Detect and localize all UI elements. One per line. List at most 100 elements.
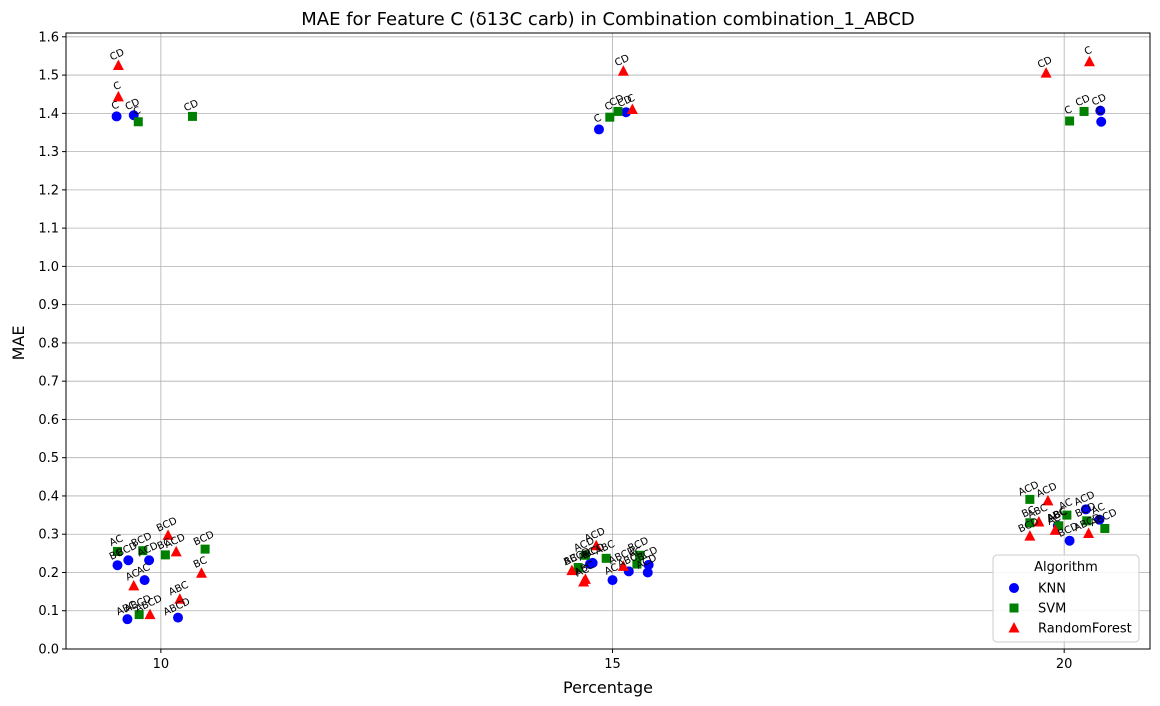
- legend-marker-svm: [1009, 603, 1019, 613]
- svm-point: [187, 111, 197, 121]
- svm-point: [138, 546, 148, 556]
- point-label: BC: [580, 546, 597, 562]
- svm-point: [160, 550, 170, 560]
- svm-point: [605, 112, 615, 122]
- svm-point: [200, 544, 210, 554]
- svm-point: [1082, 516, 1092, 526]
- randomforest-point: [590, 539, 602, 551]
- point-label: C: [110, 100, 121, 113]
- randomforest-point: [1040, 67, 1052, 78]
- point-label: BC: [1020, 505, 1037, 521]
- data-points: [111, 55, 1110, 625]
- y-tick-label: 0.0: [38, 643, 59, 658]
- point-label: C: [112, 80, 123, 93]
- point-label: CD: [182, 98, 200, 114]
- legend-marker-randomforest: [1008, 622, 1020, 633]
- point-label: C: [1063, 104, 1074, 117]
- y-tick-label: 1.4: [38, 107, 59, 122]
- svm-point: [112, 546, 122, 556]
- legend: Algorithm KNN SVM RandomForest: [992, 554, 1140, 643]
- randomforest-point: [1083, 55, 1095, 67]
- randomforest-point: [128, 579, 140, 591]
- chart-title: MAE for Feature C (δ13C carb) in Combina…: [301, 9, 915, 30]
- knn-point: [122, 614, 133, 625]
- y-tick-label: 0.3: [38, 528, 59, 543]
- y-axis-ticks: 0.0 0.1 0.2 0.3 0.4 0.5 0.6 0.7 0.8 0.9 1.0 1.1 1.2 1…: [38, 30, 66, 658]
- point-label: C: [1083, 45, 1094, 58]
- knn-point: [123, 555, 134, 566]
- svm-point: [134, 610, 144, 620]
- legend-entries: KNN SVM RandomForest: [1008, 582, 1132, 637]
- svm-point: [1054, 521, 1064, 531]
- y-tick-label: 0.1: [38, 604, 59, 619]
- legend-title: Algorithm: [1034, 560, 1098, 575]
- point-label: CD: [1074, 93, 1092, 109]
- y-tick-label: 0.7: [38, 375, 59, 390]
- point-label: AC: [1057, 497, 1074, 513]
- point-label: AC: [574, 564, 591, 580]
- randomforest-point: [1033, 515, 1045, 527]
- grid-lines: [66, 33, 1150, 650]
- svm-point: [1079, 106, 1089, 116]
- legend-entry-svm: SVM: [1038, 602, 1066, 617]
- knn-point: [593, 124, 604, 135]
- point-label: C: [603, 100, 614, 113]
- randomforest-point: [1083, 527, 1095, 538]
- svm-point: [580, 550, 590, 560]
- point-label: BC: [108, 547, 125, 563]
- knn-point: [1094, 514, 1105, 525]
- knn-point: [139, 575, 150, 586]
- knn-point: [1064, 535, 1075, 546]
- point-label: CD: [1090, 92, 1108, 108]
- y-tick-label: 1.3: [38, 145, 59, 160]
- legend-entry-randomforest: RandomForest: [1038, 622, 1132, 637]
- y-tick-label: 1.2: [38, 183, 59, 198]
- plot-frame: [65, 32, 1151, 650]
- knn-point: [584, 559, 595, 570]
- y-tick-label: 0.8: [38, 336, 59, 351]
- svm-point: [133, 117, 143, 127]
- svm-point: [632, 559, 642, 569]
- knn-point: [144, 555, 155, 566]
- randomforest-point: [1042, 494, 1054, 506]
- knn-point: [1096, 116, 1107, 127]
- y-tick-label: 1.5: [38, 69, 59, 84]
- y-axis-label: MAE: [9, 326, 28, 361]
- x-axis-ticks: 10 15 20: [153, 649, 1072, 672]
- knn-point: [643, 559, 654, 570]
- knn-point: [607, 575, 618, 586]
- point-label: AC: [1090, 502, 1107, 518]
- svm-point: [1062, 510, 1072, 520]
- svm-point: [1025, 518, 1035, 528]
- knn-point: [1080, 504, 1091, 515]
- randomforest-point: [566, 564, 578, 576]
- y-tick-label: 0.5: [38, 451, 59, 466]
- x-tick-label: 10: [153, 657, 170, 672]
- point-label: BC: [156, 537, 173, 553]
- randomforest-point: [162, 529, 174, 540]
- knn-point: [173, 612, 184, 623]
- y-tick-label: 1.0: [38, 260, 59, 275]
- legend-marker-knn: [1009, 583, 1019, 593]
- svm-point: [573, 563, 583, 573]
- y-tick-label: 0.9: [38, 298, 59, 313]
- knn-point: [621, 107, 632, 118]
- svm-point: [635, 550, 645, 560]
- point-label: AC: [1046, 512, 1063, 528]
- point-label: C: [592, 113, 603, 126]
- randomforest-point: [112, 59, 124, 71]
- point-label: BC: [192, 555, 209, 571]
- y-tick-label: 1.6: [38, 30, 59, 45]
- point-label: CD: [108, 47, 126, 63]
- point-label: AC: [603, 562, 620, 578]
- randomforest-point: [174, 593, 186, 604]
- randomforest-point: [617, 560, 629, 571]
- randomforest-point: [579, 573, 591, 584]
- point-label: CD: [613, 53, 631, 69]
- legend-entry-knn: KNN: [1038, 582, 1066, 597]
- point-label: AC: [108, 533, 125, 549]
- point-label: C: [626, 93, 637, 106]
- x-tick-label: 15: [604, 657, 621, 672]
- svm-point: [601, 553, 611, 563]
